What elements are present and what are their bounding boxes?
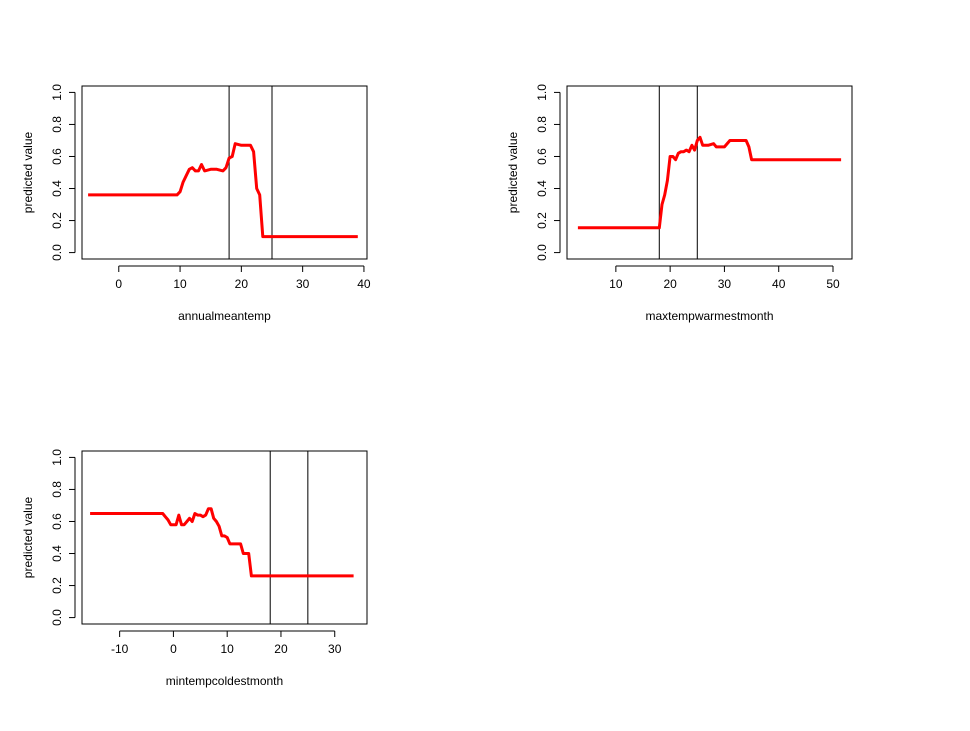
y-tick-label: 1.0 <box>50 449 64 466</box>
y-tick-label: 0.6 <box>50 148 64 165</box>
x-axis: 10 20 30 40 50 <box>609 265 840 291</box>
x-tick-label: 30 <box>718 277 732 291</box>
x-axis: 0 10 20 30 40 <box>115 265 371 291</box>
x-tick-label: -10 <box>111 642 129 656</box>
x-tick-label: 10 <box>173 277 187 291</box>
y-tick-label: 0.4 <box>535 180 549 197</box>
x-tick-label: 20 <box>235 277 249 291</box>
x-tick-label: 50 <box>826 277 840 291</box>
y-tick-label: 0.0 <box>535 244 549 261</box>
x-tick-label: 30 <box>296 277 310 291</box>
x-tick-label: 20 <box>274 642 288 656</box>
x-tick-label: 30 <box>328 642 342 656</box>
y-tick-label: 1.0 <box>50 84 64 101</box>
y-tick-label: 0.4 <box>50 180 64 197</box>
x-axis-label: mintempcoldestmonth <box>166 674 283 688</box>
y-tick-label: 0.8 <box>50 116 64 133</box>
chart-panel-1: 0 10 20 30 40 0.0 0.2 0.4 0.6 0.8 1.0 annualmeantem… <box>21 84 371 323</box>
chart-panel-3: -10 0 10 20 30 0.0 0.2 0.4 0.6 0.8 1.0 mintempcolde… <box>21 449 368 688</box>
y-tick-label: 0.6 <box>535 148 549 165</box>
x-tick-label: 10 <box>221 642 235 656</box>
x-axis: -10 0 10 20 30 <box>111 630 342 656</box>
y-tick-label: 0.0 <box>50 244 64 261</box>
y-axis-label: predicted value <box>506 131 520 213</box>
y-axis: 0.0 0.2 0.4 0.6 0.8 1.0 <box>50 84 76 261</box>
series-line <box>88 142 358 239</box>
y-tick-label: 0.2 <box>50 212 64 229</box>
plot-frame <box>566 85 853 260</box>
x-axis-label: maxtempwarmestmonth <box>645 309 773 323</box>
y-axis-label: predicted value <box>21 496 35 578</box>
chart-panel-2: 10 20 30 40 50 0.0 0.2 0.4 0.6 0.8 1.0 maxtempwarme… <box>506 84 853 323</box>
x-axis-label: annualmeantemp <box>178 309 271 323</box>
x-tick-label: 40 <box>357 277 371 291</box>
series-line <box>90 507 354 578</box>
y-tick-label: 0.8 <box>50 481 64 498</box>
y-tick-label: 1.0 <box>535 84 549 101</box>
y-tick-label: 0.8 <box>535 116 549 133</box>
x-tick-label: 0 <box>170 642 177 656</box>
y-tick-label: 0.0 <box>50 609 64 626</box>
y-tick-label: 0.2 <box>535 212 549 229</box>
y-axis-label: predicted value <box>21 131 35 213</box>
x-tick-label: 20 <box>663 277 677 291</box>
plot-frame <box>81 85 368 260</box>
y-tick-label: 0.6 <box>50 513 64 530</box>
y-tick-label: 0.4 <box>50 545 64 562</box>
plot-frame <box>81 450 368 625</box>
x-tick-label: 10 <box>609 277 623 291</box>
y-axis: 0.0 0.2 0.4 0.6 0.8 1.0 <box>50 449 76 626</box>
series-line <box>577 135 842 230</box>
y-axis: 0.0 0.2 0.4 0.6 0.8 1.0 <box>535 84 561 261</box>
x-tick-label: 40 <box>772 277 786 291</box>
x-tick-label: 0 <box>115 277 122 291</box>
y-tick-label: 0.2 <box>50 577 64 594</box>
